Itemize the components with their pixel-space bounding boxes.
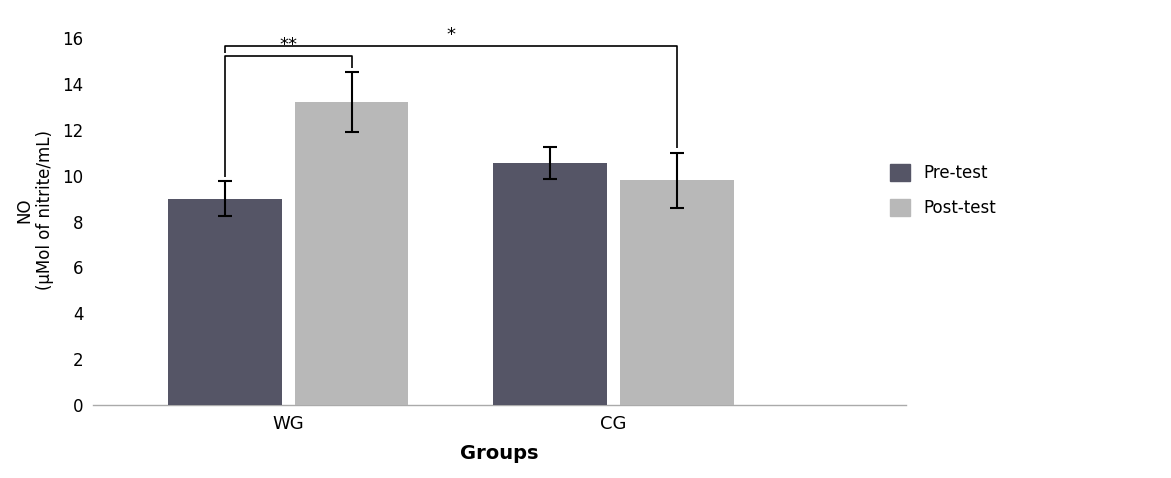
Y-axis label: NO
(μMol of nitrite/mL): NO (μMol of nitrite/mL) [15,130,54,290]
Text: *: * [446,26,456,43]
Bar [167,198,282,405]
X-axis label: Groups: Groups [460,444,539,463]
Bar [619,180,733,405]
Text: **: ** [279,36,297,54]
Bar [493,163,607,405]
Legend: Pre-test, Post-test: Pre-test, Post-test [884,157,1004,224]
Bar [295,102,409,405]
